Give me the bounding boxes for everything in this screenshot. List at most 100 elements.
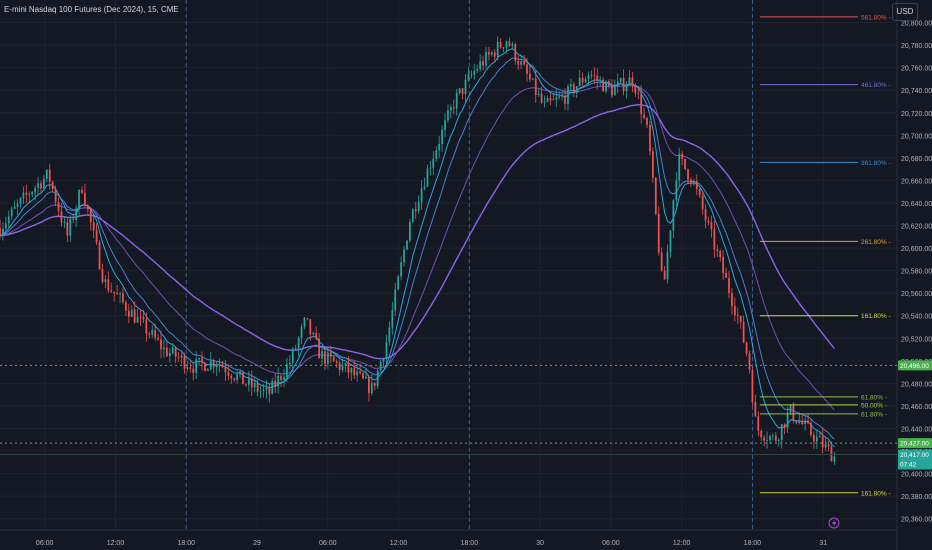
lightning-icon[interactable] — [828, 517, 840, 529]
candle-body — [499, 41, 502, 48]
x-tick-label: 18:00 — [461, 540, 479, 547]
ema-mid-line — [0, 57, 835, 440]
candle-body — [733, 306, 736, 316]
fib-level-label: 61.80% - — [861, 394, 887, 401]
fib-level-label: 161.80% - — [861, 313, 891, 320]
candle-body — [388, 327, 391, 343]
candle-body — [224, 367, 227, 373]
candle-body — [801, 421, 804, 424]
candle-body — [368, 377, 370, 393]
x-tick-label: 12:00 — [673, 540, 691, 547]
candle-body — [98, 242, 101, 270]
candle-body — [166, 347, 168, 357]
ma-slow-line — [0, 85, 835, 411]
candle-body — [312, 332, 315, 335]
candle-body — [731, 293, 733, 307]
candle-body — [31, 192, 34, 195]
candle-body — [136, 316, 139, 323]
candle-body — [119, 293, 121, 295]
candle-body — [529, 73, 531, 80]
candle-body — [570, 84, 572, 87]
candle-body — [291, 349, 294, 363]
candle-body — [622, 78, 625, 92]
candle-body — [575, 86, 578, 93]
candle-body — [435, 150, 438, 159]
candle-body — [306, 317, 309, 320]
candle-body — [230, 375, 233, 379]
x-tick-label: 18:00 — [177, 540, 195, 547]
candle-body — [514, 44, 517, 61]
candle-body — [379, 361, 382, 371]
candle-body — [455, 93, 458, 109]
candle-body — [587, 75, 590, 80]
candle-body — [236, 374, 239, 380]
candle-body — [710, 222, 713, 230]
candle-body — [72, 218, 75, 220]
fib-level-label: 261.80% - — [861, 239, 891, 246]
candle-body — [584, 79, 587, 83]
candle-body — [101, 269, 104, 282]
y-tick-label: 20,640.00 — [901, 201, 932, 208]
candle-body — [593, 75, 596, 77]
candle-body — [602, 79, 604, 92]
candle-body — [654, 177, 657, 214]
candle-body — [631, 77, 634, 86]
candle-body — [432, 158, 435, 168]
x-tick-label: 29 — [253, 540, 261, 547]
candle-body — [441, 129, 443, 144]
candle-body — [400, 262, 402, 277]
candle-body — [572, 84, 575, 93]
candle-body — [324, 351, 326, 364]
candle-body — [81, 189, 83, 193]
candle-body — [411, 209, 414, 222]
candle-body — [613, 86, 616, 96]
candle-body — [318, 338, 320, 359]
candle-body — [10, 208, 13, 217]
candle-body — [716, 249, 719, 252]
candle-body — [461, 88, 464, 94]
candle-body — [660, 252, 663, 271]
candle-body — [19, 198, 22, 204]
y-tick-label: 20,600.00 — [901, 246, 932, 253]
candle-body — [833, 456, 836, 462]
candle-body — [212, 360, 215, 368]
candle-body — [198, 357, 200, 360]
candle-body — [341, 365, 344, 371]
candle-body — [511, 44, 514, 46]
candle-body — [183, 355, 186, 369]
candle-body — [127, 310, 130, 317]
candle-body — [7, 216, 10, 224]
fib-level-label: 461.80% - — [861, 82, 891, 89]
candle-body — [663, 270, 666, 280]
candle-body — [233, 378, 236, 380]
candle-body — [110, 290, 113, 292]
candle-body — [168, 352, 171, 357]
candle-body — [698, 188, 701, 196]
candle-body — [552, 99, 555, 101]
candle-body — [350, 368, 353, 373]
candle-body — [780, 424, 783, 441]
x-tick-label: 06:00 — [319, 540, 337, 547]
candle-body — [227, 372, 230, 376]
y-tick-label: 20,660.00 — [901, 178, 932, 185]
candle-body — [745, 342, 748, 354]
candle-body — [189, 367, 192, 369]
y-tick-label: 20,800.00 — [901, 21, 932, 28]
candle-body — [242, 371, 244, 385]
candle-body — [391, 310, 394, 328]
candle-body — [789, 405, 792, 413]
candle-body — [815, 436, 818, 442]
candle-body — [280, 375, 282, 380]
candle-body — [321, 351, 323, 359]
candle-body — [429, 167, 432, 169]
y-tick-label: 20,360.00 — [901, 517, 932, 524]
candle-body — [649, 124, 651, 152]
candle-body — [69, 218, 72, 236]
candle-body — [45, 169, 48, 179]
candle-body — [713, 229, 716, 250]
candle-body — [675, 180, 678, 201]
price-badge — [898, 360, 932, 371]
currency-button[interactable]: USD — [892, 3, 918, 21]
candle-body — [192, 368, 195, 373]
